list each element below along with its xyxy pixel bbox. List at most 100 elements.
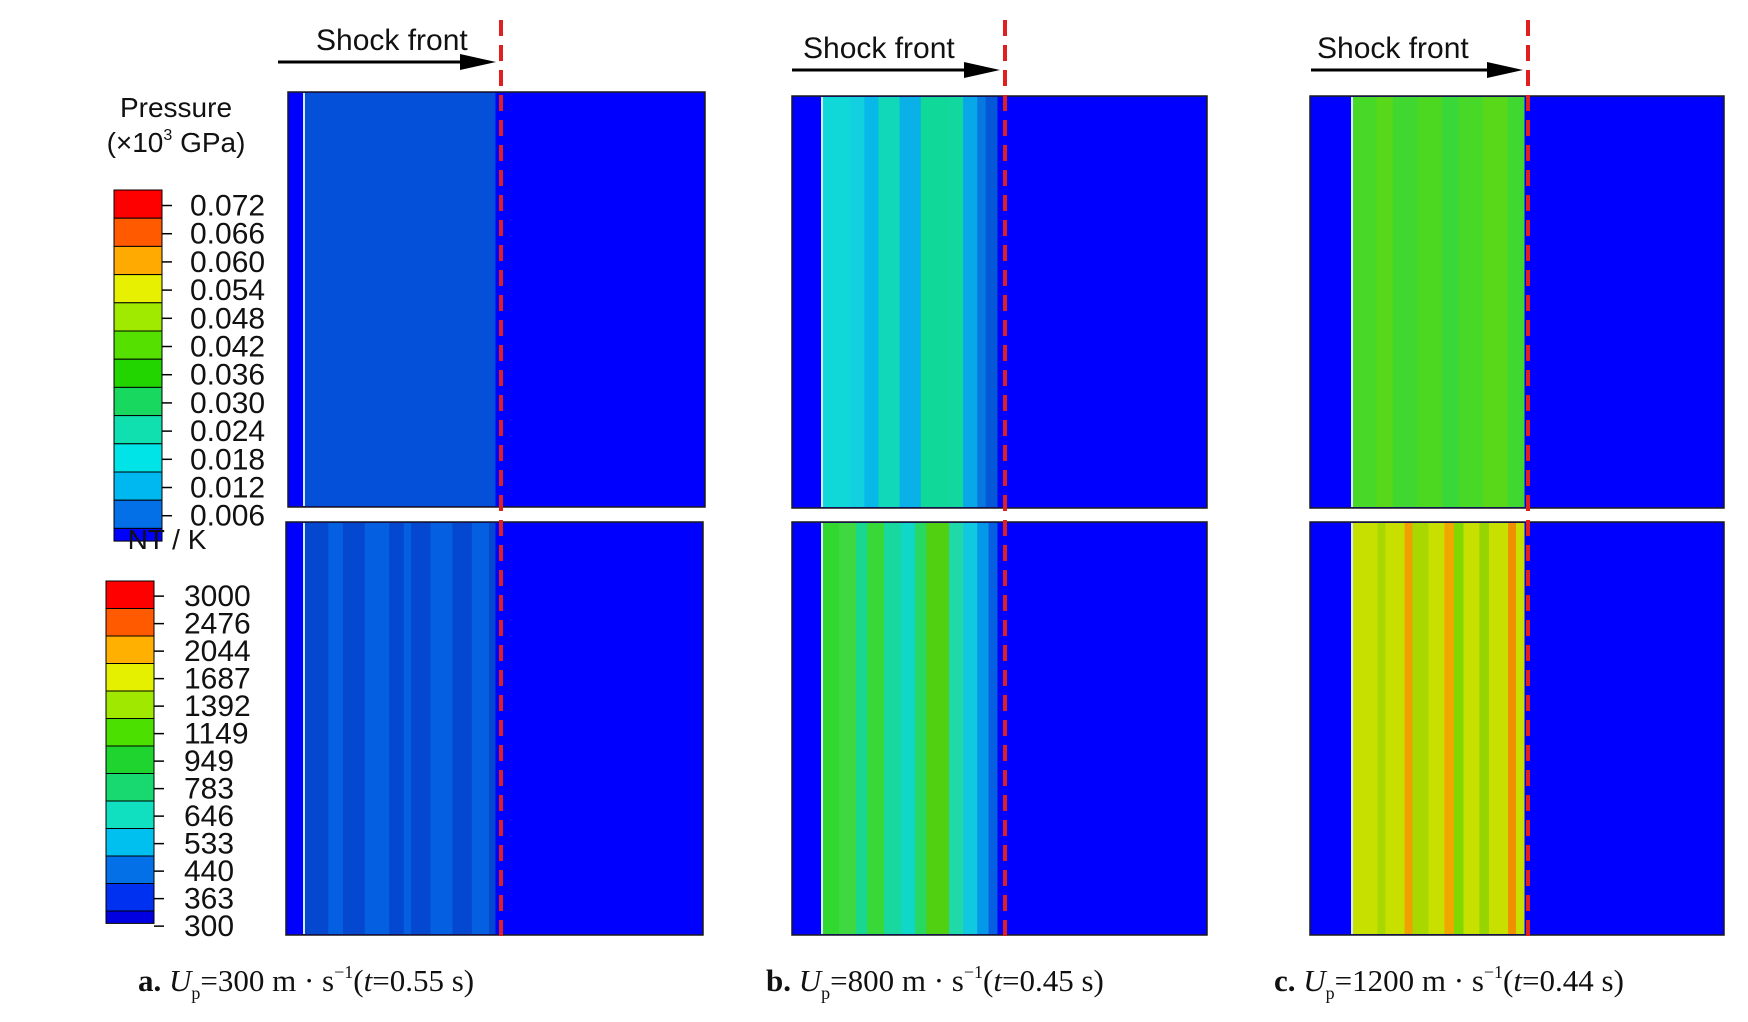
colorbar-swatch [113,499,163,529]
pressure-band [1483,97,1509,507]
temperature-band [430,523,453,934]
colorbar-swatch [105,910,155,924]
colorbar-swatch [105,608,155,637]
temperature-band [471,523,490,934]
pressure-band [864,97,879,507]
tick-label: 0.036 [190,359,265,392]
colorbar-swatch [105,773,155,802]
pressure-legend: Pressure (×103 GPa) 0.0720.0660.0600.054… [107,92,265,542]
temperature-band [838,523,857,934]
pressure-band [1392,97,1419,507]
temperature-band [988,523,998,934]
temperature-band [822,523,840,934]
pressure-band [1458,97,1484,507]
tick-label: 533 [184,828,234,861]
temperature-band [1463,523,1480,934]
temperature-band [1488,523,1509,934]
shock-front-label: Shock front [1317,32,1469,65]
temperature-legend-title: NT / K [128,524,207,555]
tick-label: 949 [184,745,234,778]
panel-a: Shock front [278,20,706,940]
temperature-band [1479,523,1490,934]
colorbar-swatch [105,800,155,829]
shock-arrow-head [460,54,496,70]
colorbar-swatch [105,663,155,692]
shock-arrow-head [964,62,1000,78]
shock-arrow-head [1487,62,1523,78]
tick-label: 1392 [184,690,251,723]
caption-c: c. Up=1200 m · s−1(t=0.44 s) [1274,962,1624,1003]
tick-label: 0.066 [190,218,265,251]
temperature-band [389,523,405,934]
pressure-band [1417,97,1443,507]
temperature-band [1508,523,1517,934]
temperature-band [1404,523,1414,934]
pressure-tick-labels: 0.0720.0660.0600.0540.0480.0420.0360.030… [162,190,265,533]
pressure-band [1376,97,1394,507]
pressure-band [850,97,865,507]
colorbar-swatch [113,443,163,473]
tick-label: 0.054 [190,274,265,307]
pressure-band [963,97,978,507]
tick-label: 0.030 [190,387,265,420]
temperature-band [1377,523,1386,934]
colorbar-swatch [113,189,163,219]
shock-front-label: Shock front [803,32,955,65]
temperature-band [949,523,964,934]
temperature-legend: NT / K 300024762044168713921149949783646… [105,524,251,943]
temperature-band [328,523,344,934]
pressure-band [304,93,496,506]
tick-label: 440 [184,855,234,888]
colorbar-swatch [113,245,163,276]
colorbar-swatch [105,883,155,912]
pressure-band [899,97,922,507]
temperature-band [977,523,990,934]
colorbar-swatch [113,274,163,304]
tick-label: 783 [184,773,234,806]
tick-label: 0.012 [190,472,265,505]
pressure-band [985,97,998,507]
temperature-band [452,523,473,934]
temperature-band [1453,523,1464,934]
pressure-colorbar [113,189,163,542]
temperature-band [1412,523,1429,934]
temperature-band [1516,523,1525,934]
tick-label: 0.042 [190,331,265,364]
temperature-band [1428,523,1445,934]
caption-a: a. Up=300 m · s−1(t=0.55 s) [138,962,474,1003]
tick-label: 646 [184,800,234,833]
temperature-band [884,523,902,934]
simulation-panels: Shock front Shock front Shock front [278,20,1725,940]
panel-c: Shock front [1309,20,1725,940]
pressure-band [878,97,901,507]
pressure-band [949,97,964,507]
tick-label: 300 [184,910,234,943]
tick-label: 2044 [184,635,251,668]
temperature-band [1385,523,1406,934]
temperature-band [364,523,390,934]
temperature-band [855,523,868,934]
tick-label: 0.018 [190,443,265,476]
colorbar-swatch [105,745,155,774]
temperature-band [488,523,496,934]
pressure-band [822,97,851,507]
pressure-band [920,97,950,507]
temperature-tick-labels: 3000247620441687139211499497836465334403… [154,580,251,943]
pressure-band [1352,97,1378,507]
tick-label: 1149 [184,718,249,751]
colorbar-swatch [113,415,163,445]
colorbar-swatch [113,471,163,501]
pressure-legend-unit: (×103 GPa) [107,127,246,158]
temperature-band [867,523,885,934]
colorbar-swatch [105,855,155,884]
colorbar-swatch [105,635,155,664]
temperature-band [915,523,927,934]
colorbar-swatch [113,217,163,247]
temperature-band [926,523,950,934]
pressure-band [977,97,987,507]
colorbar-swatch [113,302,163,332]
temperature-band [901,523,916,934]
tick-label: 0.024 [190,415,265,448]
colorbar-swatch [105,828,155,857]
